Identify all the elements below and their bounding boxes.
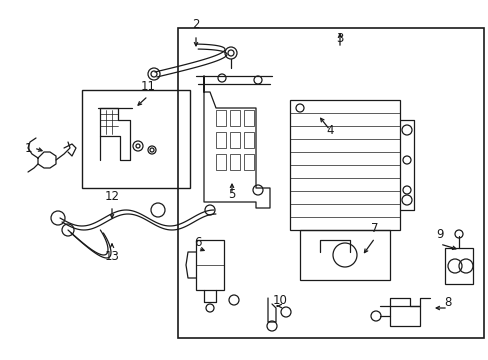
Text: 4: 4 (325, 123, 333, 136)
Text: 12: 12 (104, 189, 119, 202)
Bar (389, 306, 419, 326)
Text: 13: 13 (104, 249, 119, 262)
Text: 2: 2 (192, 18, 199, 31)
Bar (196, 240, 224, 290)
Bar (216, 110, 225, 126)
Bar (244, 110, 253, 126)
Bar (229, 132, 240, 148)
Text: 1: 1 (24, 141, 32, 154)
Text: 9: 9 (435, 228, 443, 240)
Text: 8: 8 (444, 296, 451, 309)
Bar (444, 248, 472, 284)
Text: 10: 10 (272, 293, 287, 306)
Text: 11: 11 (140, 80, 155, 93)
Text: 7: 7 (370, 221, 378, 234)
Bar (244, 132, 253, 148)
Bar (229, 154, 240, 170)
Text: 3: 3 (336, 31, 343, 45)
Bar (216, 132, 225, 148)
Bar (178, 28, 483, 338)
Text: 6: 6 (194, 235, 202, 248)
Bar (244, 154, 253, 170)
Text: 5: 5 (228, 188, 235, 201)
Bar (299, 230, 389, 280)
Bar (216, 154, 225, 170)
Bar (289, 100, 399, 230)
Bar (229, 110, 240, 126)
Bar (82, 90, 190, 188)
